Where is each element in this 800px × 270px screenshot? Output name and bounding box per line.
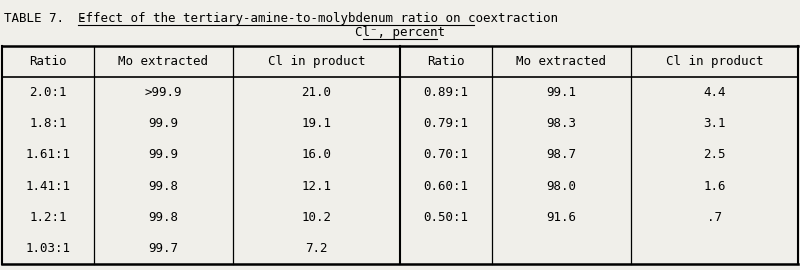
- Text: 1.6: 1.6: [703, 180, 726, 193]
- Text: .7: .7: [707, 211, 722, 224]
- Text: 1.03:1: 1.03:1: [26, 242, 70, 255]
- Text: 10.2: 10.2: [302, 211, 331, 224]
- Text: 16.0: 16.0: [302, 148, 331, 161]
- Text: 21.0: 21.0: [302, 86, 331, 99]
- Text: 0.79:1: 0.79:1: [423, 117, 468, 130]
- Text: 0.70:1: 0.70:1: [423, 148, 468, 161]
- Text: 99.9: 99.9: [148, 148, 178, 161]
- Text: Cl⁻, percent: Cl⁻, percent: [355, 26, 445, 39]
- Text: 1.41:1: 1.41:1: [26, 180, 70, 193]
- Text: 0.60:1: 0.60:1: [423, 180, 468, 193]
- Text: TABLE 7.  -: TABLE 7. -: [4, 12, 94, 25]
- Text: 19.1: 19.1: [302, 117, 331, 130]
- Text: 2.0:1: 2.0:1: [29, 86, 66, 99]
- Text: 99.1: 99.1: [546, 86, 576, 99]
- Text: 91.6: 91.6: [546, 211, 576, 224]
- Text: 98.7: 98.7: [546, 148, 576, 161]
- Text: 0.89:1: 0.89:1: [423, 86, 468, 99]
- Text: 99.8: 99.8: [148, 211, 178, 224]
- Text: 99.8: 99.8: [148, 180, 178, 193]
- Text: 0.50:1: 0.50:1: [423, 211, 468, 224]
- Text: 98.0: 98.0: [546, 180, 576, 193]
- Text: 1.61:1: 1.61:1: [26, 148, 70, 161]
- Text: Cl in product: Cl in product: [666, 55, 763, 68]
- Text: Cl in product: Cl in product: [268, 55, 365, 68]
- Text: >99.9: >99.9: [145, 86, 182, 99]
- Text: Mo extracted: Mo extracted: [118, 55, 208, 68]
- Text: 2.5: 2.5: [703, 148, 726, 161]
- Text: 12.1: 12.1: [302, 180, 331, 193]
- Text: 7.2: 7.2: [305, 242, 328, 255]
- Text: 98.3: 98.3: [546, 117, 576, 130]
- Text: Ratio: Ratio: [427, 55, 465, 68]
- Text: Mo extracted: Mo extracted: [516, 55, 606, 68]
- Text: 99.9: 99.9: [148, 117, 178, 130]
- Text: 1.8:1: 1.8:1: [29, 117, 66, 130]
- Text: Effect of the tertiary-amine-to-molybdenum ratio on coextraction: Effect of the tertiary-amine-to-molybden…: [78, 12, 558, 25]
- Text: 1.2:1: 1.2:1: [29, 211, 66, 224]
- Text: 3.1: 3.1: [703, 117, 726, 130]
- Text: 4.4: 4.4: [703, 86, 726, 99]
- Text: Ratio: Ratio: [29, 55, 66, 68]
- Text: 99.7: 99.7: [148, 242, 178, 255]
